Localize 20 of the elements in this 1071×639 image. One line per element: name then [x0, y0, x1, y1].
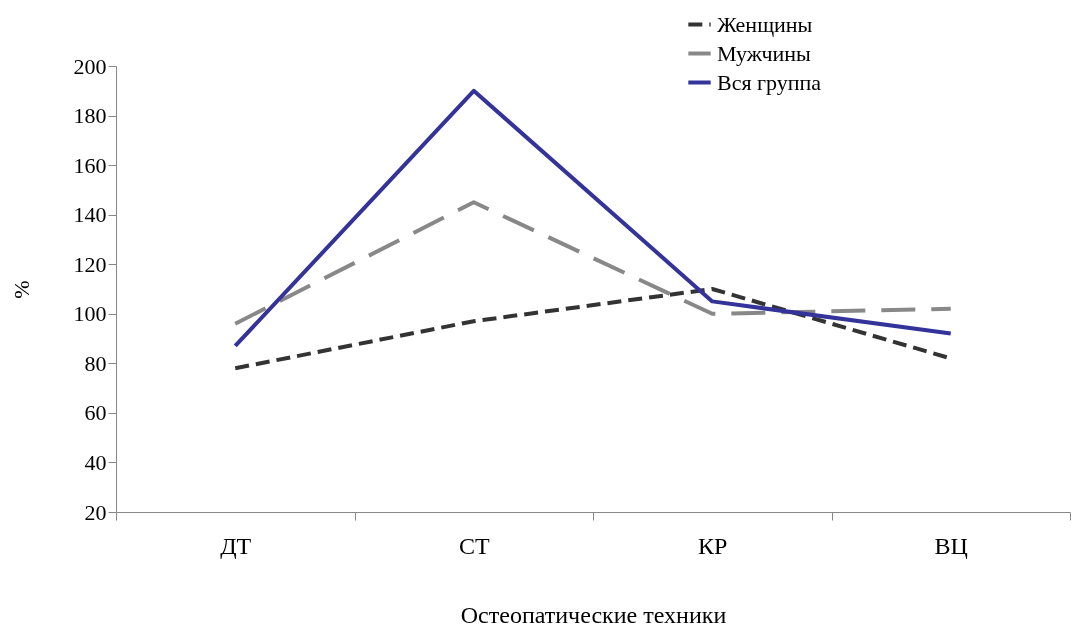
y-tick-label: 120 — [73, 251, 107, 277]
y-tick-label: 80 — [84, 350, 107, 376]
y-axis-title: % — [8, 280, 34, 299]
x-tick-label: СТ — [458, 532, 490, 559]
x-tick-label: КР — [698, 532, 728, 559]
legend-label: Мужчины — [717, 40, 811, 66]
y-tick-label: 160 — [73, 152, 107, 178]
x-tick-label: ВЦ — [934, 532, 968, 559]
y-tick-label: 200 — [73, 53, 107, 79]
y-tick-label: 180 — [73, 103, 107, 129]
y-tick-label: 40 — [84, 449, 107, 475]
y-tick-label: 100 — [73, 301, 107, 327]
legend-label: Женщины — [717, 11, 813, 37]
y-tick-label: 20 — [84, 499, 107, 525]
line-series — [233, 200, 953, 326]
x-axis-title: Остеопатические техники — [460, 601, 727, 628]
x-tick-label: ДТ — [220, 532, 252, 559]
y-tick-label: 140 — [73, 202, 107, 228]
y-tick-label: 60 — [84, 400, 107, 426]
legend-label: Вся группа — [717, 69, 822, 95]
